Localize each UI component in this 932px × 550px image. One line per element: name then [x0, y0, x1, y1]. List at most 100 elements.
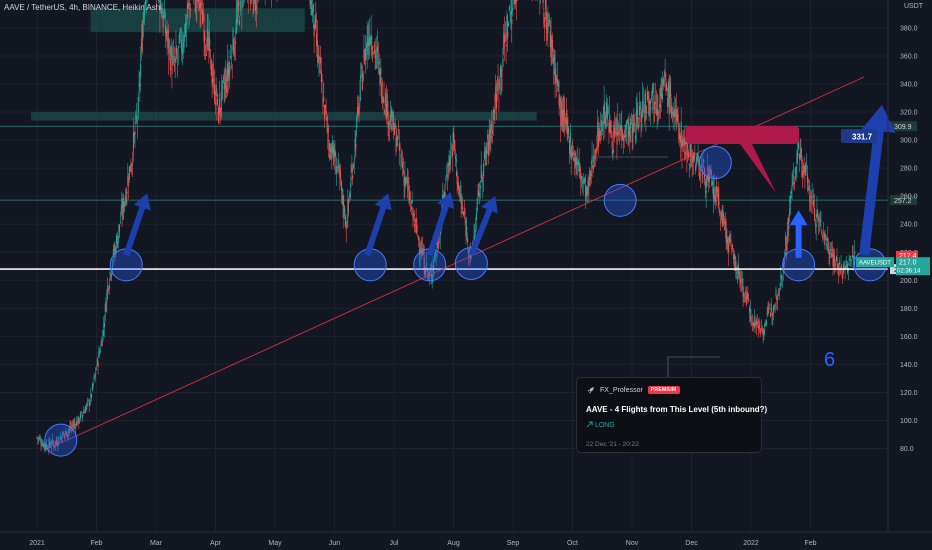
candle-body — [785, 236, 787, 246]
candle-body — [544, 24, 546, 27]
candle-body — [313, 24, 315, 36]
candle-body — [129, 165, 131, 172]
candle-body — [164, 8, 166, 17]
candle-body — [761, 330, 763, 334]
candle-body — [413, 214, 415, 217]
candle-body — [771, 311, 773, 316]
candle-body — [581, 176, 583, 180]
candle-body — [568, 129, 570, 132]
candle-body — [479, 185, 481, 188]
candle-body — [650, 106, 652, 111]
candle-body — [464, 221, 466, 223]
candle-body — [234, 41, 237, 45]
candle-body — [825, 237, 827, 240]
candle-body — [346, 227, 348, 229]
idea-author[interactable]: FX_Professor — [600, 386, 643, 394]
candle-body — [328, 140, 330, 142]
price-tag-box — [896, 250, 918, 260]
candle-body — [385, 103, 388, 119]
candle-body — [585, 185, 587, 199]
idea-date: 22 Dec '21 - 20:22 — [586, 441, 639, 448]
candle-body — [128, 166, 130, 180]
candle-body — [63, 434, 65, 435]
idea-card[interactable]: FX_Professor PREMIUM AAVE - 4 Flights fr… — [576, 377, 767, 453]
candle-body — [808, 188, 810, 190]
candle-body — [77, 415, 79, 421]
candle-body — [183, 42, 185, 48]
candle-body — [352, 175, 354, 179]
candle-body — [75, 420, 77, 426]
candle-body — [140, 63, 142, 77]
candle-body — [548, 19, 551, 24]
candle-body — [662, 79, 664, 86]
candle-body — [171, 61, 173, 74]
candle-body — [46, 444, 48, 447]
last-price-box — [896, 257, 930, 276]
candle-body — [451, 148, 453, 157]
candle-body — [716, 186, 718, 192]
candle-body — [680, 121, 682, 135]
candle-body — [179, 38, 181, 42]
candle-body — [488, 128, 490, 145]
candle-body — [333, 156, 335, 162]
candle-body — [172, 55, 174, 63]
countdown-label: 02:36:14 — [897, 269, 921, 275]
candle-body — [590, 170, 592, 177]
candle-body — [503, 32, 505, 49]
candle-body — [351, 168, 353, 172]
candle-body — [634, 123, 636, 126]
candle-body — [608, 122, 610, 133]
candle-body — [58, 441, 61, 443]
symbol-header[interactable]: AAVE / TetherUS, 4h, BINANCE, Heikin Ash… — [4, 3, 162, 12]
candle-body — [230, 63, 232, 64]
candle-body — [220, 107, 222, 110]
candle-body — [834, 258, 836, 264]
candle-body — [181, 48, 183, 55]
candle-body — [606, 110, 608, 120]
candle-body — [761, 328, 763, 329]
candle-body — [842, 274, 844, 279]
candle-body — [797, 151, 799, 156]
candle-body — [769, 308, 771, 309]
candle-body — [609, 114, 611, 121]
candle-body — [728, 242, 730, 253]
candle-body — [462, 207, 464, 210]
candle-body — [626, 120, 628, 130]
candle-body — [487, 134, 489, 140]
candle-body — [463, 211, 465, 216]
candle-body — [677, 114, 679, 125]
candle-body — [231, 67, 233, 68]
candle-body — [110, 276, 112, 278]
candle-body — [552, 46, 554, 52]
candle-body — [838, 273, 840, 275]
candle-body — [853, 256, 855, 259]
candle-body — [434, 254, 436, 259]
candle-body — [418, 249, 420, 253]
candle-body — [216, 99, 218, 105]
candle-body — [801, 170, 804, 178]
candle-body — [660, 87, 662, 96]
candle-body — [473, 236, 475, 244]
candle-body — [820, 221, 822, 222]
price-tick-label: 140.0 — [900, 362, 918, 369]
candle-body — [594, 153, 596, 159]
candle-body — [790, 191, 792, 194]
candle-body — [329, 154, 331, 159]
candle-body — [106, 292, 108, 303]
candle-body — [454, 156, 457, 159]
candle-body — [42, 443, 44, 445]
candle-body — [428, 272, 430, 275]
candle-body — [72, 426, 74, 428]
candle-body — [431, 275, 433, 280]
candle-body — [479, 192, 481, 197]
candle-body — [545, 11, 547, 30]
candle-body — [41, 445, 43, 447]
candle-body — [67, 430, 69, 434]
candle-body — [584, 177, 586, 182]
candle-body — [610, 121, 612, 134]
candle-body — [849, 259, 851, 261]
candle-body — [739, 276, 741, 278]
idea-title[interactable]: AAVE - 4 Flights from This Level (5th in… — [586, 405, 768, 414]
candle-body — [669, 84, 671, 99]
